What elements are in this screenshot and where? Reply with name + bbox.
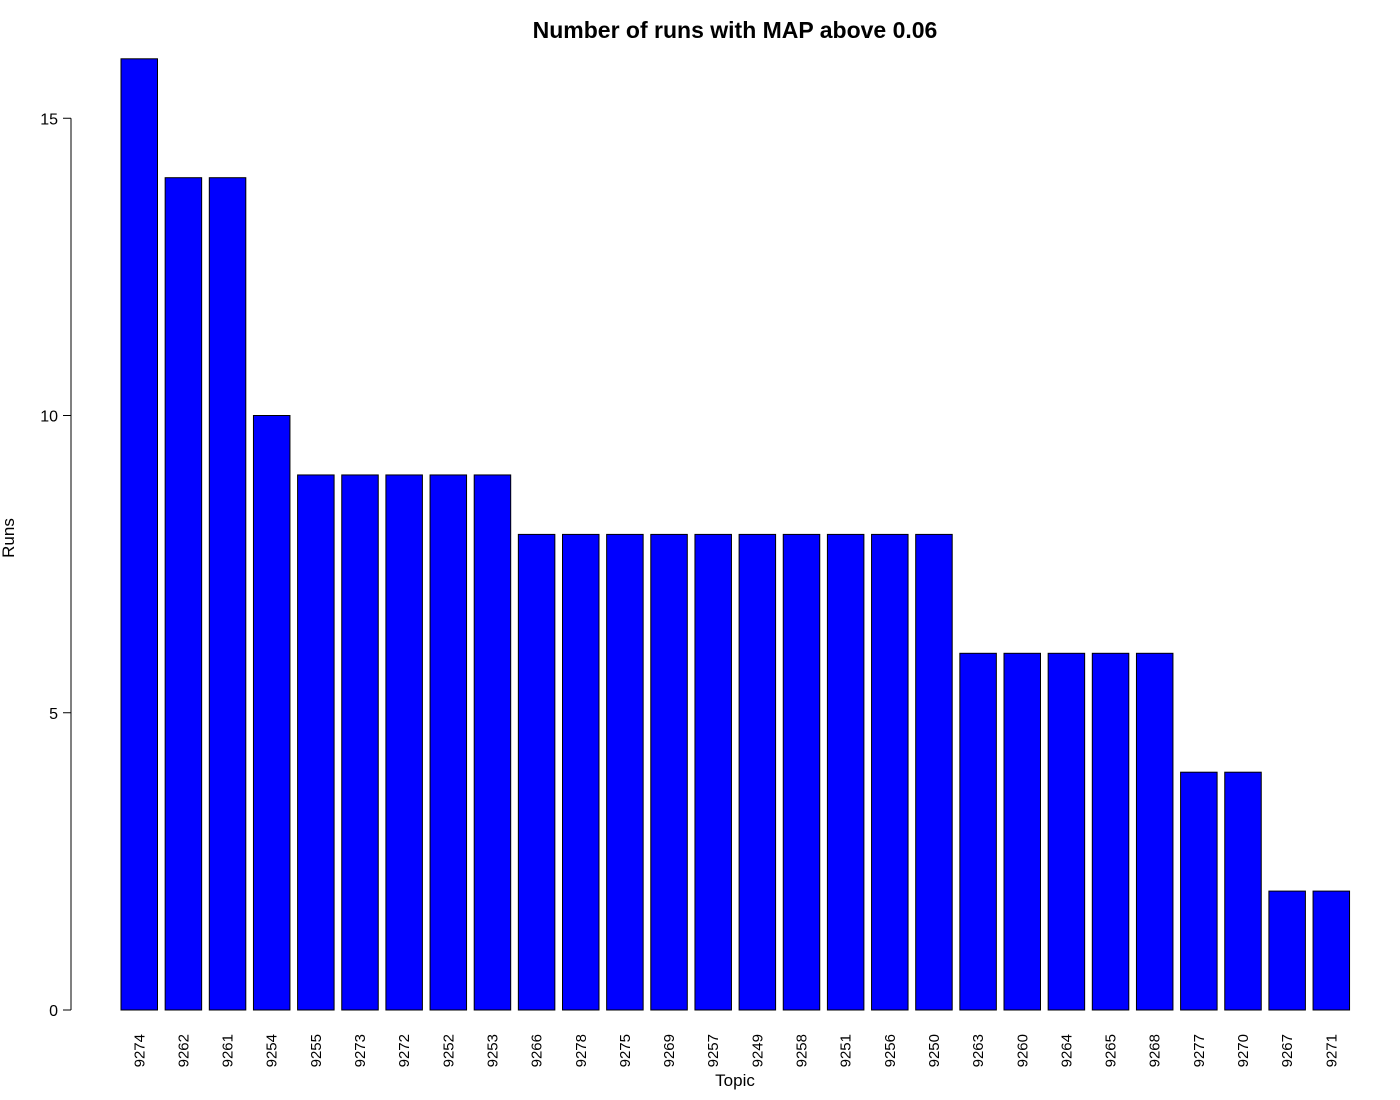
bar-9277: [1180, 771, 1218, 1011]
bar-9270: [1224, 771, 1262, 1011]
bar-9254: [252, 415, 291, 1011]
bar-9249: [738, 533, 777, 1011]
bar-9261: [208, 177, 247, 1011]
x-tick-label: 9273: [352, 1034, 369, 1067]
x-tick-label: 9266: [529, 1034, 546, 1067]
y-tick-label: 5: [49, 706, 58, 723]
bar-9258: [782, 533, 821, 1011]
chart-title: Number of runs with MAP above 0.06: [533, 17, 938, 43]
x-tick-label: 9274: [131, 1034, 148, 1067]
bar-9263: [959, 652, 997, 1011]
bar-9266: [517, 533, 556, 1011]
x-tick-label: 9253: [484, 1034, 501, 1067]
x-tick-label: 9275: [617, 1034, 634, 1067]
y-tick-label: 10: [40, 409, 58, 426]
bar-9272: [385, 474, 423, 1011]
y-tick-label: 0: [49, 1003, 58, 1020]
bar-9268: [1135, 652, 1174, 1011]
x-tick-label: 9261: [220, 1034, 237, 1067]
x-tick-label: 9258: [794, 1034, 811, 1067]
bar-9278: [562, 533, 600, 1011]
x-tick-label: 9264: [1058, 1034, 1075, 1067]
bar-9267: [1268, 890, 1306, 1011]
x-tick-label: 9268: [1147, 1034, 1164, 1067]
y-axis: 0 5 10 15: [40, 111, 72, 1020]
x-tick-label: 9278: [573, 1034, 590, 1067]
bar-9275: [606, 533, 644, 1011]
bar-9255: [297, 474, 335, 1011]
bar-9252: [429, 474, 468, 1011]
x-tick-label: 9254: [264, 1034, 281, 1067]
x-tick-label: 9263: [970, 1034, 987, 1067]
x-tick-label: 9255: [308, 1034, 325, 1067]
x-tick-label: 9271: [1323, 1034, 1340, 1067]
x-tick-label: 9272: [396, 1034, 413, 1067]
x-tick-label: 9260: [1014, 1034, 1031, 1067]
x-tick-label: 9252: [440, 1034, 457, 1067]
bar-9250: [915, 533, 953, 1011]
x-tick-label: 9257: [705, 1034, 722, 1067]
x-tick-label: 9262: [175, 1034, 192, 1067]
y-tick-label: 15: [40, 111, 58, 128]
y-axis-label: Runs: [0, 518, 18, 558]
x-tick-label: 9249: [749, 1034, 766, 1067]
bar-9256: [871, 533, 909, 1011]
x-axis-label: Topic: [715, 1071, 755, 1090]
x-tick-label: 9251: [838, 1034, 855, 1067]
bar-9257: [694, 533, 732, 1011]
bar-9274: [120, 58, 158, 1011]
x-tick-label: 9277: [1191, 1034, 1208, 1067]
bar-9271: [1312, 890, 1351, 1011]
x-tick-label: 9250: [926, 1034, 943, 1067]
bar-9264: [1047, 652, 1086, 1011]
x-tick-label: 9269: [661, 1034, 678, 1067]
bar-9260: [1003, 652, 1041, 1011]
bars-group: [120, 58, 1351, 1011]
bar-9273: [341, 474, 379, 1011]
x-tick-labels: 9274 9262 9261 9254 9255 9273 9272 9252 9253 9266…: [131, 1034, 1340, 1067]
bar-9251: [826, 533, 865, 1011]
bar-9262: [164, 177, 203, 1011]
x-tick-label: 9256: [882, 1034, 899, 1067]
x-tick-label: 9267: [1279, 1034, 1296, 1067]
x-tick-label: 9265: [1103, 1034, 1120, 1067]
bar-9269: [650, 533, 688, 1011]
bar-9253: [473, 474, 512, 1011]
x-tick-label: 9270: [1235, 1034, 1252, 1067]
bar-9265: [1091, 652, 1130, 1011]
